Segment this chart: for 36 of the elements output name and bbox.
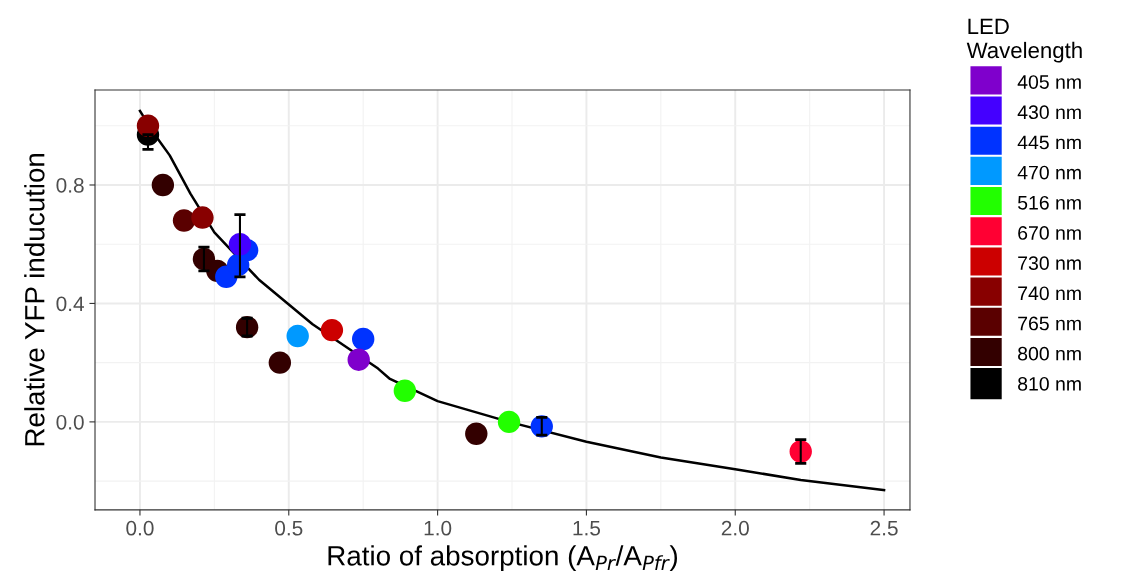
x-tick-label: 0.0 — [126, 520, 154, 536]
point — [465, 422, 488, 445]
legend-label: 430 nm — [1017, 105, 1081, 120]
legend-label: 516 nm — [1017, 195, 1081, 210]
point — [351, 327, 375, 351]
point — [172, 209, 196, 232]
x-tick-label: 2.5 — [870, 520, 898, 536]
y-tick-label: 0.8 — [56, 177, 84, 193]
point — [320, 318, 344, 342]
point — [151, 173, 175, 197]
point — [497, 410, 521, 434]
legend-label: 740 nm — [1018, 286, 1081, 301]
x-axis-title: Ratio of absorption (A$_{Pr}$/A$_{Pfr}$) — [328, 545, 678, 572]
x-tick-label: 1.5 — [573, 521, 601, 536]
x-tick-label: 0.5 — [275, 520, 303, 536]
y-tick-label: 0.0 — [56, 414, 84, 430]
legend-label: 810 nm — [1018, 376, 1081, 391]
legend-label: 800 nm — [1018, 346, 1081, 361]
legend-label: 765 nm — [1018, 316, 1081, 331]
point — [286, 324, 309, 348]
legend-label: 445 nm — [1017, 135, 1081, 150]
legend-label: 670 nm — [1018, 226, 1081, 240]
y-tick-label: 0.4 — [56, 296, 84, 312]
point — [136, 114, 160, 137]
x-tick-label: 1.0 — [424, 520, 452, 536]
y-axis-title: Relative YFP inducution — [24, 153, 45, 446]
x-tick-label: 2.0 — [721, 520, 749, 536]
legend-label: 730 nm — [1018, 256, 1081, 271]
line-series — [138, 109, 886, 492]
point — [347, 348, 370, 371]
point — [268, 351, 292, 374]
legend-title: LED Wavelength — [966, 18, 1082, 63]
legend-label: 470 nm — [1017, 165, 1081, 180]
point — [393, 379, 417, 402]
point — [191, 206, 214, 229]
legend-label: 405 nm — [1017, 75, 1081, 89]
